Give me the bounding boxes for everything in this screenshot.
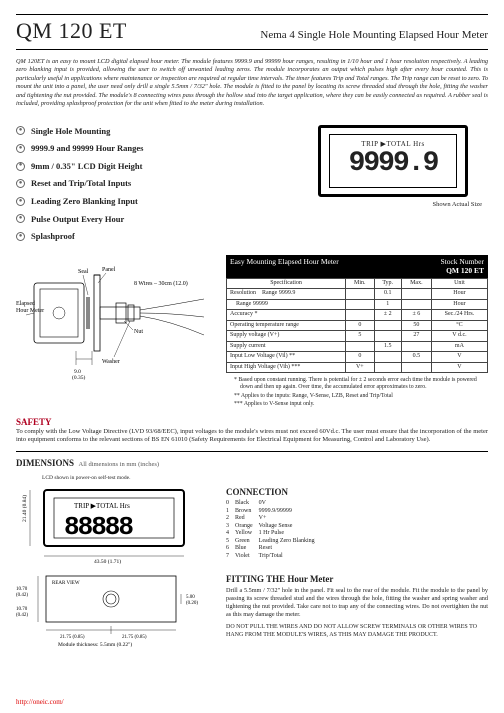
feature-item: ●Leading Zero Blanking Input	[16, 196, 284, 207]
rear-h2: 10.70	[16, 607, 28, 612]
spec-section: Easy Mounting Elapsed Hour Meter Stock N…	[226, 255, 488, 409]
front-label: TRIP ▶TOTAL Hrs	[74, 502, 130, 510]
lcd-mode-note: LCD shown in power-on self-test mode.	[42, 475, 216, 482]
spec-header-right: Stock Number QM 120 ET	[440, 257, 484, 276]
label-meter: Elapsed	[16, 301, 35, 307]
label-seal: Seal	[78, 269, 89, 275]
lcd-digits: 9999.9	[349, 146, 438, 181]
dims-heading: DIMENSIONS	[16, 458, 74, 468]
module-thickness: Module thickness: 5.5mm (0.22")	[58, 641, 132, 648]
label-washer: Washer	[102, 359, 120, 365]
actual-size-note: Shown Actual Size	[433, 201, 482, 209]
rear-h1: 10.70	[16, 587, 28, 592]
bullet-icon: ●	[16, 162, 25, 171]
front-digits: 88888	[64, 512, 133, 542]
svg-text:(0.42): (0.42)	[16, 593, 28, 598]
features-row: ●Single Hole Mounting ●9999.9 and 99999 H…	[16, 119, 488, 249]
feature-list: ●Single Hole Mounting ●9999.9 and 99999 H…	[16, 119, 284, 249]
page-subtitle: Nema 4 Single Hole Mounting Elapsed Hour…	[260, 29, 488, 43]
bullet-icon: ●	[16, 144, 25, 153]
spec-header-left: Easy Mounting Elapsed Hour Meter	[230, 257, 339, 276]
feature-item: ●Splashproof	[16, 231, 284, 242]
svg-text:Hour Meter: Hour Meter	[16, 308, 44, 314]
fitting-heading: FITTING THE Hour Meter	[226, 574, 488, 585]
feature-item: ●9mm / 0.35" LCD Digit Height	[16, 161, 284, 172]
spec-header: Easy Mounting Elapsed Hour Meter Stock N…	[226, 255, 488, 278]
feature-item: ●Reset and Trip/Total Inputs	[16, 178, 284, 189]
front-dimension: LCD shown in power-on self-test mode. TR…	[16, 473, 216, 648]
dims-note: All dimensions in mm (inches)	[79, 461, 160, 468]
bullet-icon: ●	[16, 232, 25, 241]
fitting-text: Drill a 5.5mm / 7/32" hole in the panel.…	[226, 587, 488, 618]
fitting-warning: DO NOT PULL THE WIRES AND DO NOT ALLOW S…	[226, 624, 488, 639]
feature-item: ●Pulse Output Every Hour	[16, 214, 284, 225]
spec-table: SpecificationMin.Typ.Max.UnitResolution …	[226, 278, 488, 374]
svg-text:(0.35): (0.35)	[72, 374, 85, 381]
connection-heading: CONNECTION	[226, 487, 488, 498]
connection-table: 0Black0V1Brown9999.9/999992RedV+3OrangeV…	[226, 500, 321, 560]
bullet-icon: ●	[16, 126, 25, 135]
safety-section: SAFETY To comply with the Low Voltage Di…	[16, 417, 488, 445]
rear-label: REAR VIEW	[52, 581, 80, 586]
label-nut: Nut	[134, 329, 143, 335]
svg-text:(0.20): (0.20)	[186, 601, 198, 606]
connection-fitting: CONNECTION 0Black0V1Brown9999.9/999992Re…	[226, 473, 488, 648]
feature-item: ●Single Hole Mounting	[16, 126, 284, 137]
label-wires: 8 Wires – 30cm (12.0)	[134, 280, 188, 287]
rear-t: 5.00	[186, 595, 195, 600]
svg-text:(0.42): (0.42)	[16, 613, 28, 618]
footer-url[interactable]: http://oneic.com/	[16, 698, 64, 707]
bullet-icon: ●	[16, 197, 25, 206]
spec-notes: * Based upon constant running. There is …	[226, 377, 488, 408]
header: QM 120 ET Nema 4 Single Hole Mounting El…	[16, 14, 488, 50]
intro-paragraph: QM 120ET is an easy to mount LCD digital…	[16, 58, 488, 109]
safety-text: To comply with the Low Voltage Directive…	[16, 428, 488, 444]
rear-w2: 21.75 (0.85)	[122, 635, 147, 640]
page-title: QM 120 ET	[16, 17, 127, 45]
w-dim: 43.50 (1.71)	[94, 558, 121, 564]
mounting-diagram: Seal Panel 8 Wires – 30cm (12.0) Elapsed…	[16, 255, 216, 409]
rear-w1: 21.75 (0.85)	[60, 635, 85, 640]
feature-item: ●9999.9 and 99999 Hour Ranges	[16, 143, 284, 154]
safety-heading: SAFETY	[16, 417, 488, 428]
lcd-frame: TRIP ▶TOTAL Hrs 9999.9	[318, 125, 468, 197]
bullet-icon: ●	[16, 179, 25, 188]
mid-row: Seal Panel 8 Wires – 30cm (12.0) Elapsed…	[16, 255, 488, 409]
h-dim: 21.40 (0.84)	[21, 494, 28, 521]
lcd-preview: TRIP ▶TOTAL Hrs 9999.9 Shown Actual Size	[298, 119, 488, 249]
dimensions-section: DIMENSIONS All dimensions in mm (inches)…	[16, 458, 488, 648]
label-panel: Panel	[102, 267, 116, 273]
bullet-icon: ●	[16, 214, 25, 223]
